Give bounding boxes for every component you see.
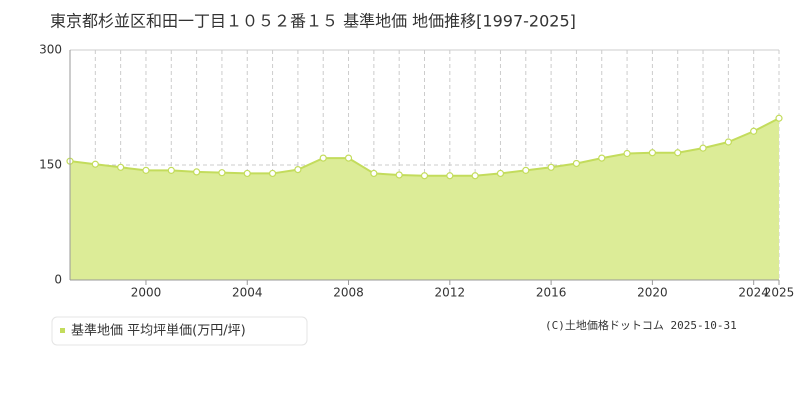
credit: (C)土地価格ドットコム 2025-10-31 (545, 318, 737, 332)
point (370, 169, 378, 178)
point (724, 138, 732, 146)
point (547, 163, 555, 171)
point (167, 166, 175, 174)
point (218, 169, 226, 177)
y-tick-label: 150 (39, 158, 62, 172)
x-tick-label: 2008 (333, 286, 364, 300)
point (395, 171, 403, 179)
point (142, 166, 150, 174)
x-tick-label: 2016 (536, 286, 567, 300)
x-tick-label: 2024 (738, 286, 769, 300)
point (243, 169, 251, 178)
point (319, 154, 327, 162)
y-tick-label: 300 (39, 43, 62, 57)
point (674, 149, 682, 157)
point (446, 172, 454, 180)
point (522, 166, 530, 174)
point (420, 172, 429, 180)
point (91, 160, 99, 168)
point (294, 166, 302, 174)
x-tick-label: 2012 (435, 286, 466, 300)
point (572, 159, 581, 168)
legend-label: 基準地価 平均坪単価(万円/坪) (71, 323, 246, 339)
point (699, 144, 707, 152)
y-tick-label: 0 (54, 273, 62, 287)
x-tick-label: 2004 (232, 286, 263, 300)
x-tick-label: 2020 (637, 286, 668, 300)
point (344, 154, 353, 162)
point (750, 127, 758, 135)
point (623, 149, 631, 158)
point (268, 169, 277, 178)
point (648, 149, 656, 157)
point (775, 114, 783, 122)
point (117, 163, 125, 171)
point (471, 172, 479, 180)
legend-box (51, 316, 308, 346)
chart-title: 東京都杉並区和田一丁目１０５２番１５ 基準地価 地価推移[1997-2025] (50, 12, 576, 31)
point (193, 168, 201, 176)
x-tick-label: 2000 (131, 286, 162, 300)
x-tick-label: 2025 (764, 286, 795, 300)
point (496, 169, 505, 178)
point (598, 154, 606, 162)
legend-swatch (60, 328, 65, 333)
